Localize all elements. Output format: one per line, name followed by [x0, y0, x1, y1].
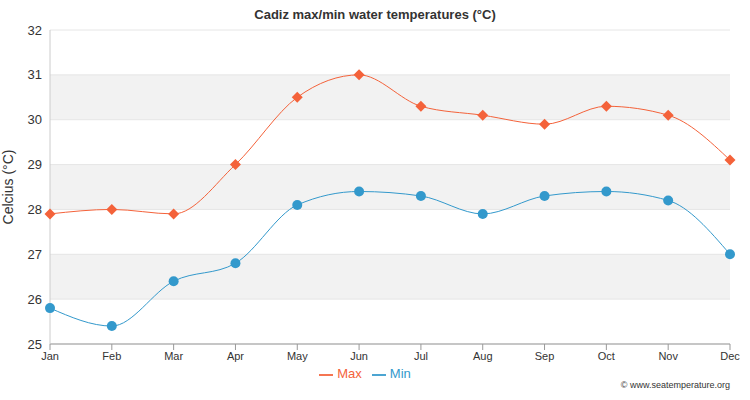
html-text:Min: Min: [389, 366, 411, 381]
svg-text:Celcius (°C): Celcius (°C): [0, 150, 16, 225]
svg-text:Sep: Sep: [535, 350, 555, 362]
svg-text:29: 29: [28, 157, 42, 172]
svg-text:Mar: Mar: [164, 350, 183, 362]
svg-text:31: 31: [28, 67, 42, 82]
html-text:© www.seatemperature.org: © www.seatemperature.org: [620, 380, 730, 390]
svg-text:27: 27: [28, 247, 42, 262]
svg-text:Jul: Jul: [414, 350, 428, 362]
svg-text:Oct: Oct: [598, 350, 615, 362]
svg-text:28: 28: [28, 202, 42, 217]
svg-text:Apr: Apr: [227, 350, 244, 362]
svg-text:Dec: Dec: [720, 350, 740, 362]
svg-text:30: 30: [28, 112, 42, 127]
html-text:Cadiz max/min water temperatur: Cadiz max/min water temperatures (°C): [254, 7, 496, 22]
svg-text:Jun: Jun: [350, 350, 368, 362]
svg-text:May: May: [287, 350, 308, 362]
svg-text:32: 32: [28, 23, 42, 38]
svg-text:Aug: Aug: [473, 350, 493, 362]
svg-text:25: 25: [28, 337, 42, 352]
html-text:Max: Max: [337, 366, 362, 381]
svg-text:26: 26: [28, 292, 42, 307]
svg-text:Feb: Feb: [102, 350, 121, 362]
svg-text:Nov: Nov: [658, 350, 678, 362]
svg-text:Jan: Jan: [41, 350, 59, 362]
